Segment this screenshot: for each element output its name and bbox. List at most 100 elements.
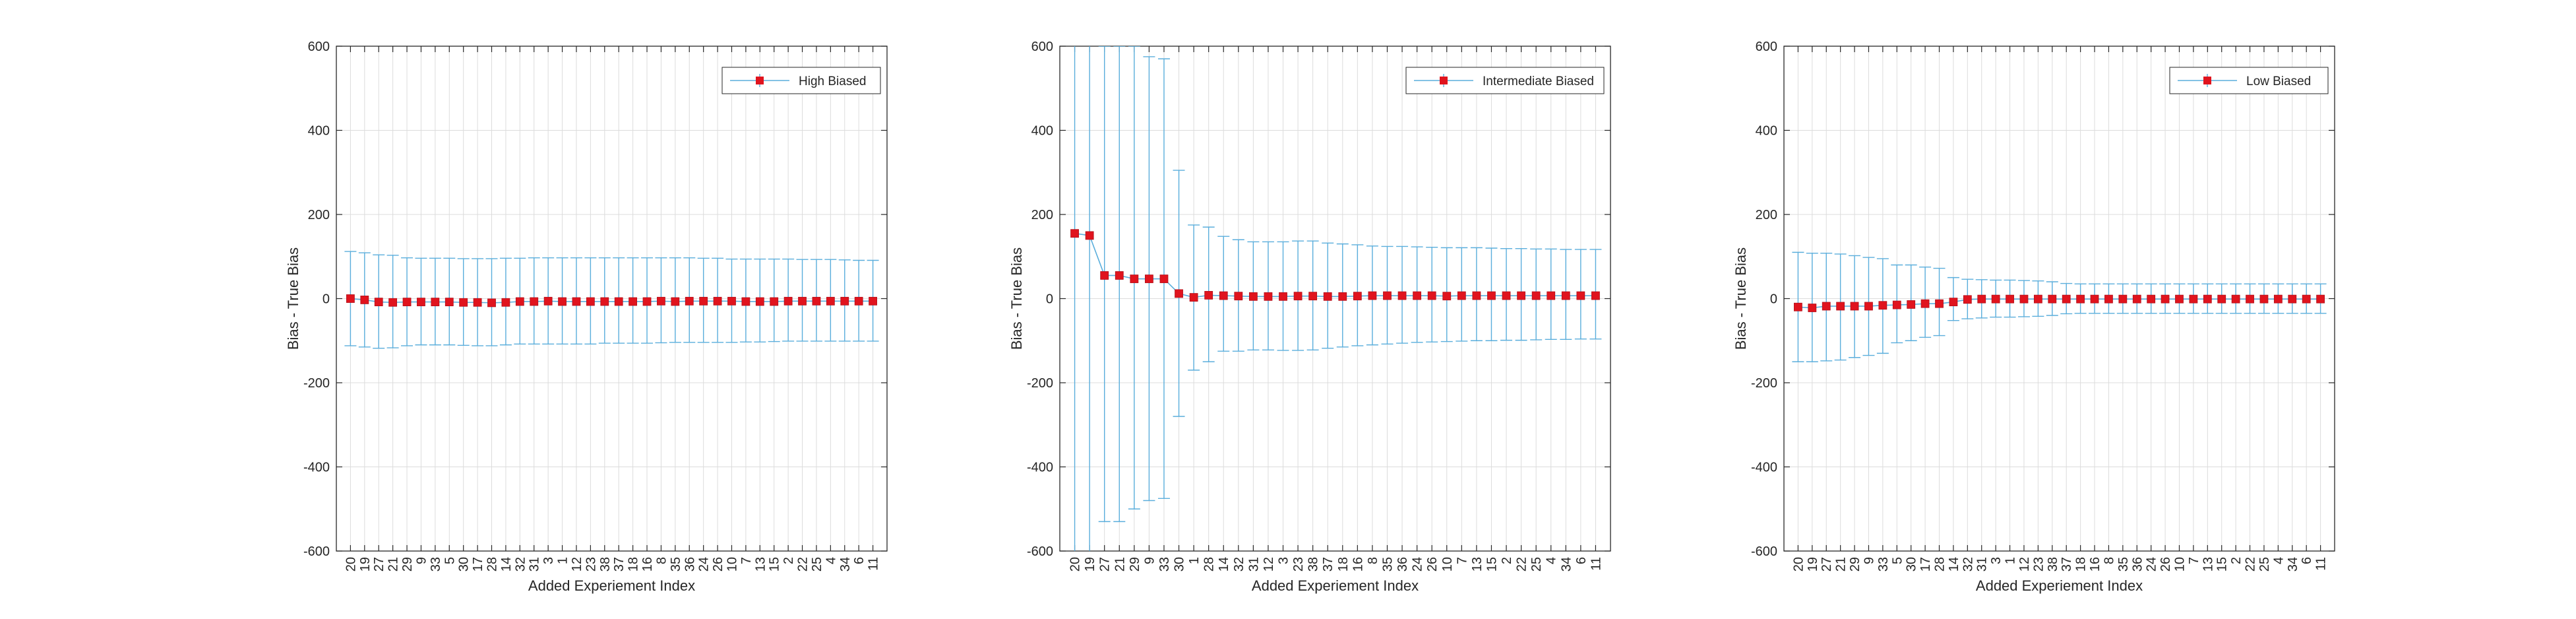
data-point [727, 296, 736, 306]
x-tick-label: 32 [513, 557, 528, 571]
data-point [1413, 291, 1422, 300]
data-point [1502, 291, 1511, 300]
y-tick-label: 0 [1046, 292, 1053, 307]
x-tick-label: 24 [2145, 557, 2159, 571]
data-point [2118, 294, 2128, 304]
x-tick-label: 5 [1890, 557, 1905, 564]
data-point [1100, 271, 1109, 280]
data-point [2246, 294, 2254, 304]
x-tick-label: 3 [1277, 557, 1291, 564]
data-point [2104, 294, 2113, 304]
x-tick-label: 24 [697, 557, 712, 571]
x-tick-label: 23 [584, 557, 598, 571]
data-point [1920, 299, 1930, 308]
data-point [1159, 275, 1169, 283]
x-tick-label: 15 [2215, 557, 2230, 571]
data-point [1850, 302, 1859, 311]
data-point [713, 296, 722, 306]
x-tick-label: 37 [2060, 557, 2074, 571]
data-point [445, 298, 454, 307]
x-tick-label: 17 [471, 557, 485, 571]
x-tick-label: 33 [1876, 557, 1891, 571]
x-tick-label: 10 [2172, 557, 2187, 571]
x-tick-label: 6 [1574, 557, 1589, 564]
x-tick-label: 31 [1975, 557, 1990, 571]
x-tick-label: 6 [2300, 557, 2314, 564]
y-tick-label: 0 [1770, 292, 1777, 307]
data-point [2273, 294, 2283, 304]
data-point [487, 298, 496, 308]
data-point [2062, 294, 2071, 304]
x-tick-label: 34 [1559, 557, 1574, 571]
data-point [1353, 292, 1362, 301]
data-point [1591, 291, 1600, 300]
data-point [1175, 289, 1183, 298]
data-point [1822, 302, 1831, 311]
y-tick-label: 0 [322, 292, 330, 307]
y-tick-label: -600 [1751, 544, 1777, 559]
x-tick-label: 15 [768, 557, 782, 571]
x-tick-label: 29 [1128, 557, 1142, 571]
y-axis-label: Bias - True Bias [285, 247, 301, 350]
data-point [1279, 292, 1287, 301]
data-point [1907, 300, 1916, 309]
data-point [1442, 292, 1452, 301]
x-tick-label: 7 [2187, 557, 2201, 564]
y-tick-label: 200 [1031, 208, 1053, 222]
y-tick-label: -600 [303, 544, 330, 559]
data-point [586, 297, 595, 306]
x-tick-label: 21 [1834, 557, 1849, 571]
x-tick-label: 1 [556, 557, 570, 564]
x-tick-label: 1 [1187, 557, 1202, 564]
x-tick-label: 25 [810, 557, 824, 571]
x-tick-label: 2 [1500, 557, 1514, 564]
data-point [1130, 275, 1139, 283]
x-tick-label: 29 [400, 557, 415, 571]
data-point [1977, 294, 1986, 304]
x-tick-label: 4 [1545, 557, 1559, 564]
data-point [1427, 291, 1436, 300]
data-point [1576, 291, 1585, 300]
data-point [2161, 294, 2170, 304]
x-tick-label: 6 [852, 557, 867, 564]
data-point [530, 297, 539, 306]
data-point [360, 296, 369, 304]
x-tick-label: 27 [1098, 557, 1113, 571]
x-tick-label: 9 [1142, 557, 1157, 564]
x-tick-label: 22 [796, 557, 811, 571]
data-point [783, 296, 793, 306]
data-point [1963, 295, 1972, 304]
x-tick-label: 12 [1262, 557, 1276, 571]
x-tick-label: 15 [1485, 557, 1499, 571]
data-point [2147, 294, 2156, 304]
x-tick-label: 38 [598, 557, 613, 571]
x-tick-label: 37 [612, 557, 627, 571]
data-point [1264, 292, 1273, 301]
data-point [2189, 294, 2198, 304]
x-tick-label: 35 [2116, 557, 2131, 571]
data-point [1836, 302, 1845, 311]
y-tick-label: 200 [1756, 208, 1777, 222]
x-tick-label: 8 [2102, 557, 2116, 564]
data-point [1991, 294, 2000, 304]
x-tick-label: 26 [2159, 557, 2173, 571]
data-point [629, 297, 638, 306]
data-point [2217, 294, 2226, 304]
x-tick-label: 13 [1470, 557, 1485, 571]
data-point [1547, 291, 1556, 300]
x-tick-label: 30 [1905, 557, 1919, 571]
x-tick-label: 36 [683, 557, 697, 571]
data-point [812, 296, 821, 306]
data-point [2231, 294, 2240, 304]
x-tick-label: 33 [1157, 557, 1172, 571]
data-point [1949, 298, 1958, 307]
data-point [417, 298, 425, 307]
legend: High Biased [721, 67, 881, 94]
data-point [1368, 291, 1377, 300]
data-point [1070, 229, 1079, 238]
x-tick-label: 16 [2088, 557, 2102, 571]
x-tick-label: 19 [1806, 557, 1820, 571]
